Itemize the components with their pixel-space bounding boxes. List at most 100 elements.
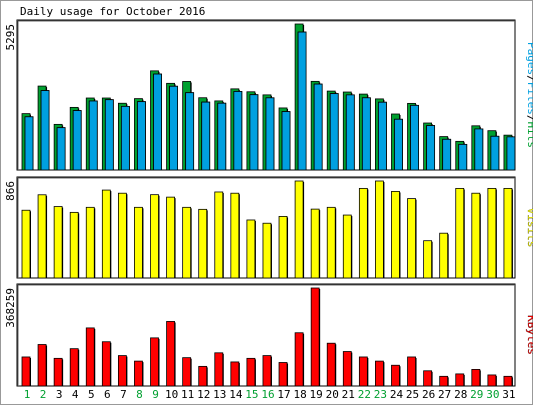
x-tick-label: 9 bbox=[152, 388, 159, 401]
chart-title: Daily usage for October 2016 bbox=[20, 5, 205, 18]
visits-bar bbox=[101, 189, 111, 279]
pages-bar bbox=[361, 97, 371, 171]
pages-bar bbox=[120, 105, 130, 171]
pages-bar bbox=[185, 92, 195, 171]
pages-bar bbox=[442, 138, 452, 171]
x-tick-label: 13 bbox=[213, 388, 226, 401]
kbytes-panel: 368259 KBytes bbox=[4, 283, 533, 387]
visits-bar bbox=[37, 194, 47, 279]
kbytes-bar bbox=[310, 287, 320, 387]
x-tick-label: 27 bbox=[438, 388, 451, 401]
pages-bar bbox=[378, 101, 387, 171]
visits-bar bbox=[310, 208, 320, 279]
kbytes-bar bbox=[439, 375, 449, 387]
x-tick-label: 21 bbox=[342, 388, 355, 401]
visits-bar bbox=[375, 180, 384, 279]
x-tick-label: 7 bbox=[120, 388, 127, 401]
visits-bar bbox=[53, 206, 63, 279]
pages-bar bbox=[249, 94, 259, 171]
pages-bar bbox=[281, 111, 291, 171]
pages-bar bbox=[458, 143, 468, 171]
pages-bar bbox=[104, 99, 114, 171]
x-tick-label: 17 bbox=[277, 388, 290, 401]
visits-bar bbox=[182, 206, 192, 279]
x-tick-label: 23 bbox=[374, 388, 387, 401]
x-tick-label: 2 bbox=[40, 388, 47, 401]
kbytes-bar bbox=[487, 374, 497, 387]
kbytes-bar bbox=[150, 337, 159, 387]
kbytes-bar bbox=[230, 361, 240, 387]
pages-bar bbox=[201, 101, 211, 171]
pages-bar bbox=[265, 97, 275, 171]
visits-bar bbox=[150, 194, 159, 279]
visits-bar bbox=[69, 211, 79, 279]
x-tick-label: 10 bbox=[165, 388, 178, 401]
kbytes-bar bbox=[246, 357, 256, 387]
visits-bar bbox=[455, 187, 465, 279]
kbytes-bar bbox=[69, 348, 79, 387]
kbytes-bar bbox=[375, 360, 384, 387]
y-max-label: 866 bbox=[4, 181, 17, 201]
x-tick-label: 1 bbox=[24, 388, 31, 401]
legend-part: Pages bbox=[525, 42, 533, 75]
visits-bar bbox=[423, 240, 433, 279]
visits-bar bbox=[439, 232, 449, 279]
x-tick-label: 19 bbox=[310, 388, 323, 401]
pages-bar bbox=[217, 102, 227, 171]
visits-bar bbox=[117, 192, 127, 279]
legend-part: Hits bbox=[525, 122, 533, 149]
y-max-label: 368259 bbox=[4, 288, 17, 328]
pages-bar bbox=[506, 136, 516, 171]
pages-bar bbox=[233, 91, 243, 171]
x-tick-label: 8 bbox=[136, 388, 143, 401]
visits-bar bbox=[21, 209, 31, 279]
visits-bar bbox=[503, 187, 513, 279]
x-tick-label: 31 bbox=[502, 388, 515, 401]
pages-bar bbox=[329, 93, 339, 171]
x-tick-label: 11 bbox=[181, 388, 194, 401]
x-tick-label: 16 bbox=[261, 388, 274, 401]
pages-bar bbox=[426, 125, 436, 171]
kbytes-bar bbox=[85, 327, 95, 387]
kbytes-bar bbox=[101, 341, 111, 387]
kbytes-bar bbox=[391, 364, 400, 387]
visits-bar bbox=[134, 206, 143, 279]
x-tick-label: 24 bbox=[390, 388, 404, 401]
visits-bar bbox=[471, 192, 481, 279]
visits-bar bbox=[198, 208, 208, 279]
x-tick-label: 25 bbox=[406, 388, 419, 401]
kbytes-bar bbox=[134, 360, 143, 387]
kbytes-bar bbox=[278, 362, 288, 387]
visits-bar bbox=[246, 219, 256, 279]
visits-bar bbox=[487, 187, 497, 279]
visits-panel: 866 Visits bbox=[4, 176, 533, 279]
x-tick-label: 5 bbox=[88, 388, 95, 401]
pages-bar bbox=[72, 110, 82, 171]
kbytes-bar bbox=[358, 356, 368, 387]
x-tick-label: 26 bbox=[422, 388, 435, 401]
pages-bar bbox=[394, 118, 403, 171]
pages-bar bbox=[24, 116, 34, 171]
kbytes-bar bbox=[294, 332, 304, 387]
kbytes-bar bbox=[471, 369, 481, 387]
x-tick-label: 29 bbox=[470, 388, 483, 401]
kbytes-bar bbox=[423, 370, 433, 387]
kbytes-bar bbox=[37, 344, 47, 387]
kbytes-bar bbox=[503, 375, 513, 387]
x-tick-label: 4 bbox=[72, 388, 79, 401]
visits-bar bbox=[85, 206, 95, 279]
pages-bar bbox=[410, 104, 419, 171]
visits-bar bbox=[391, 191, 400, 279]
x-tick-label: 6 bbox=[104, 388, 111, 401]
series-legend: KBytes bbox=[525, 315, 533, 355]
visits-bar bbox=[278, 215, 288, 279]
x-tick-label: 3 bbox=[56, 388, 63, 401]
pages-bar bbox=[40, 90, 50, 171]
visits-bar bbox=[358, 187, 368, 279]
legend-part: / bbox=[525, 75, 533, 82]
kbytes-bar bbox=[326, 342, 336, 387]
visits-bar bbox=[262, 222, 272, 279]
pages-bar bbox=[56, 127, 66, 171]
